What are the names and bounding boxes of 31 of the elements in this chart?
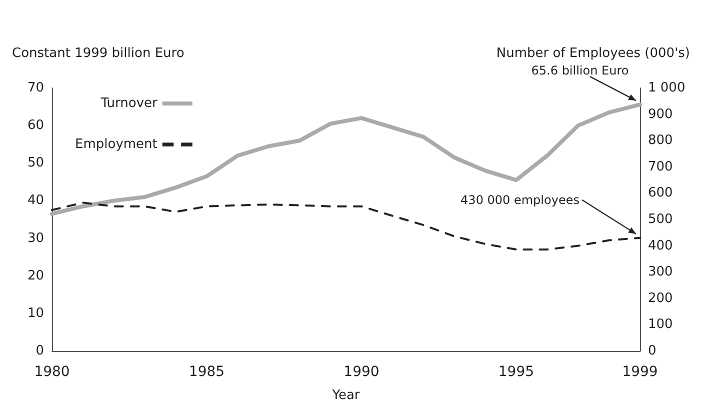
y2-tick-label: 200 (648, 290, 673, 306)
y2-tick-label: 600 (648, 186, 673, 201)
y-tick-label: 40 (27, 193, 44, 208)
y2-tick-label: 900 (648, 106, 673, 122)
y-axis-title: Constant 1999 billion Euro (12, 46, 184, 61)
y2-tick-label: 1 000 (648, 80, 686, 96)
y2-tick-label: 0 (648, 344, 656, 358)
y2-tick-label: 500 (648, 212, 673, 227)
y2-tick-label: 400 (648, 238, 673, 254)
x-tick-label: 1985 (188, 364, 225, 380)
y2-tick-label: 800 (648, 133, 673, 148)
y-tick-label: 0 (36, 344, 44, 358)
legend-label: Turnover (100, 96, 158, 111)
x-axis-title: Year (331, 388, 360, 403)
y2-tick-label: 700 (648, 159, 673, 174)
y-tick-label: 10 (27, 306, 44, 321)
x-tick-label: 1995 (498, 364, 534, 380)
x-tick-label: 1980 (34, 364, 70, 380)
legend-label: Employment (74, 137, 158, 152)
y-tick-label: 20 (27, 268, 44, 284)
x-tick-label: 1999 (622, 364, 658, 380)
y-tick-label: 50 (27, 156, 44, 171)
annotation: 65.6 billion Euro (531, 64, 629, 78)
y2-tick-label: 300 (648, 264, 673, 280)
x-tick-label: 1990 (344, 364, 380, 380)
y-tick-label: 70 (27, 80, 44, 96)
annotation: 430 000 employees (460, 192, 580, 207)
y2-axis-title: Number of Employees (000's) (496, 46, 690, 61)
y2-tick-label: 100 (648, 317, 673, 332)
y-tick-label: 30 (27, 230, 44, 246)
y-tick-label: 60 (27, 118, 44, 134)
